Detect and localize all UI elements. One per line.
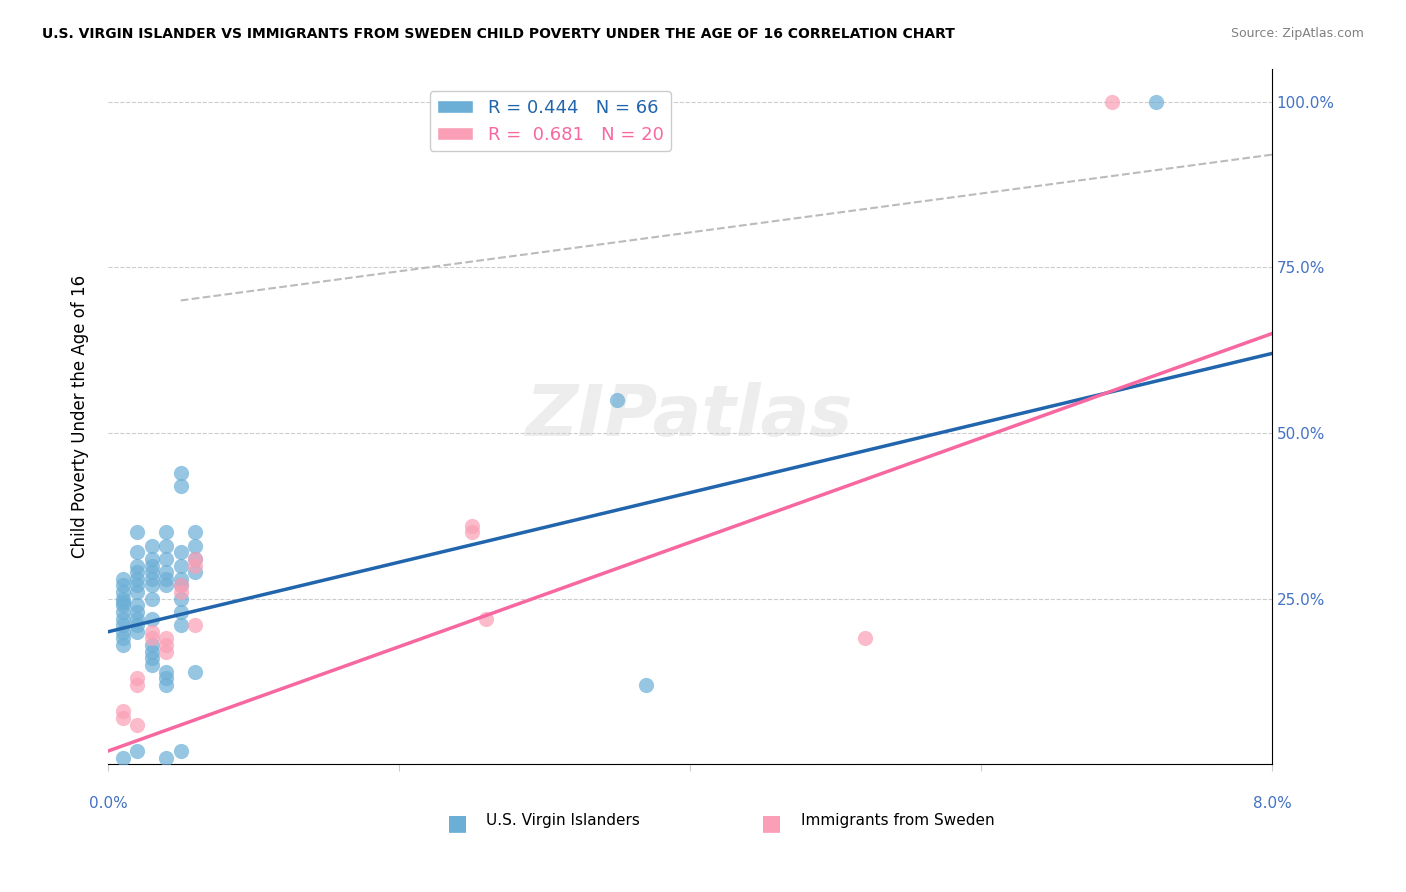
- Point: [111, 638, 134, 652]
- Point: [127, 599, 149, 613]
- Point: [141, 638, 163, 652]
- Point: [170, 605, 193, 619]
- Point: [155, 539, 177, 553]
- Point: [141, 572, 163, 586]
- Point: [155, 678, 177, 692]
- Text: 0.0%: 0.0%: [89, 796, 128, 811]
- Point: [127, 611, 149, 625]
- Point: [127, 525, 149, 540]
- Point: [141, 624, 163, 639]
- Point: [111, 585, 134, 599]
- Point: [111, 618, 134, 632]
- Point: [170, 591, 193, 606]
- Point: [127, 572, 149, 586]
- Point: [111, 750, 134, 764]
- Text: Source: ZipAtlas.com: Source: ZipAtlas.com: [1230, 27, 1364, 40]
- Text: U.S. VIRGIN ISLANDER VS IMMIGRANTS FROM SWEDEN CHILD POVERTY UNDER THE AGE OF 16: U.S. VIRGIN ISLANDER VS IMMIGRANTS FROM …: [42, 27, 955, 41]
- Point: [155, 645, 177, 659]
- Text: ZIPatlas: ZIPatlas: [526, 382, 853, 451]
- Point: [127, 578, 149, 592]
- Point: [184, 552, 207, 566]
- Point: [141, 645, 163, 659]
- Point: [111, 711, 134, 725]
- Text: 8.0%: 8.0%: [1253, 796, 1291, 811]
- Point: [141, 558, 163, 573]
- Point: [111, 632, 134, 646]
- Y-axis label: Child Poverty Under the Age of 16: Child Poverty Under the Age of 16: [72, 275, 89, 558]
- Point: [170, 744, 193, 758]
- Point: [111, 605, 134, 619]
- Point: [141, 632, 163, 646]
- Point: [170, 572, 193, 586]
- Point: [111, 624, 134, 639]
- Legend: R = 0.444   N = 66, R =  0.681   N = 20: R = 0.444 N = 66, R = 0.681 N = 20: [430, 92, 671, 151]
- Point: [184, 618, 207, 632]
- Text: U.S. Virgin Islanders: U.S. Virgin Islanders: [486, 813, 640, 828]
- Point: [141, 539, 163, 553]
- Point: [1144, 95, 1167, 109]
- Point: [155, 578, 177, 592]
- Point: [127, 585, 149, 599]
- Point: [170, 479, 193, 493]
- Point: [475, 611, 498, 625]
- Point: [170, 618, 193, 632]
- Point: [141, 657, 163, 672]
- Point: [127, 744, 149, 758]
- Point: [155, 632, 177, 646]
- Point: [170, 545, 193, 559]
- Point: [127, 678, 149, 692]
- Point: [155, 565, 177, 579]
- Point: [184, 539, 207, 553]
- Point: [460, 518, 482, 533]
- Point: [155, 638, 177, 652]
- Point: [184, 565, 207, 579]
- Point: [141, 651, 163, 665]
- Point: [111, 611, 134, 625]
- Point: [170, 466, 193, 480]
- Point: [127, 565, 149, 579]
- Text: ■: ■: [447, 813, 468, 833]
- Point: [184, 665, 207, 679]
- Point: [127, 558, 149, 573]
- Point: [127, 618, 149, 632]
- Point: [111, 591, 134, 606]
- Point: [141, 611, 163, 625]
- Point: [141, 552, 163, 566]
- Point: [111, 599, 134, 613]
- Point: [127, 605, 149, 619]
- Point: [155, 572, 177, 586]
- Point: [141, 578, 163, 592]
- Point: [155, 750, 177, 764]
- Point: [155, 525, 177, 540]
- Point: [606, 392, 628, 407]
- Point: [127, 671, 149, 685]
- Point: [111, 578, 134, 592]
- Point: [111, 595, 134, 609]
- Point: [127, 624, 149, 639]
- Point: [111, 572, 134, 586]
- Text: Immigrants from Sweden: Immigrants from Sweden: [800, 813, 994, 828]
- Point: [155, 671, 177, 685]
- Point: [853, 632, 876, 646]
- Point: [184, 525, 207, 540]
- Point: [184, 558, 207, 573]
- Point: [170, 558, 193, 573]
- Point: [460, 525, 482, 540]
- Point: [111, 704, 134, 718]
- Point: [184, 552, 207, 566]
- Point: [155, 552, 177, 566]
- Point: [141, 591, 163, 606]
- Point: [170, 578, 193, 592]
- Point: [127, 717, 149, 731]
- Point: [170, 578, 193, 592]
- Point: [141, 565, 163, 579]
- Point: [636, 678, 658, 692]
- Point: [1101, 95, 1123, 109]
- Point: [170, 585, 193, 599]
- Text: ■: ■: [761, 813, 782, 833]
- Point: [155, 665, 177, 679]
- Point: [127, 545, 149, 559]
